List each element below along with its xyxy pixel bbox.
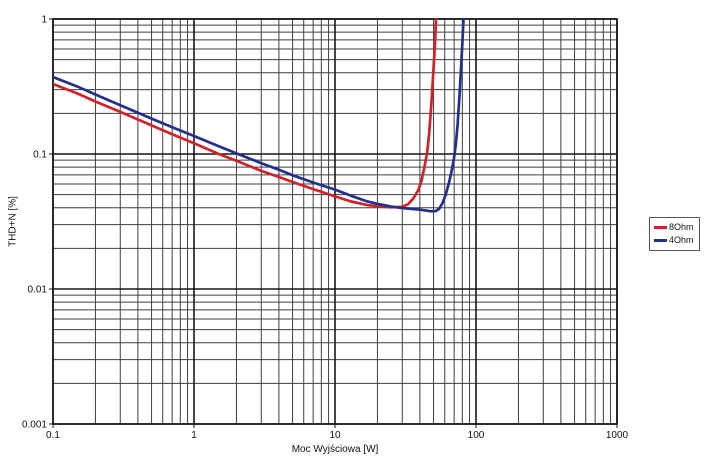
x-tick-label: 1000 bbox=[606, 430, 629, 441]
y-tick-label: 0.001 bbox=[22, 420, 47, 431]
x-axis-title: Moc Wyjściowa [W] bbox=[291, 444, 379, 455]
x-tick-label: 0.1 bbox=[46, 430, 60, 441]
legend-item-4ohm: 4Ohm bbox=[654, 234, 694, 247]
legend-item-8ohm: 8Ohm bbox=[654, 221, 694, 234]
legend-label-4ohm: 4Ohm bbox=[669, 235, 694, 245]
legend-swatch-8ohm-line bbox=[654, 226, 667, 229]
legend-label-8ohm: 8Ohm bbox=[669, 222, 694, 232]
y-axis-title: THD+N [%] bbox=[7, 196, 19, 247]
legend: 8Ohm 4Ohm bbox=[649, 217, 700, 251]
x-tick-label: 10 bbox=[329, 430, 341, 441]
y-tick-label: 1 bbox=[41, 15, 47, 26]
x-tick-label: 100 bbox=[468, 430, 485, 441]
y-tick-label: 0.01 bbox=[28, 285, 48, 296]
series-curve-8ohm bbox=[53, 18, 438, 209]
x-tick-label: 1 bbox=[191, 430, 197, 441]
legend-swatch-4ohm-line bbox=[654, 239, 667, 242]
series-curve-4ohm bbox=[53, 18, 465, 213]
y-tick-label: 0.1 bbox=[33, 150, 47, 161]
